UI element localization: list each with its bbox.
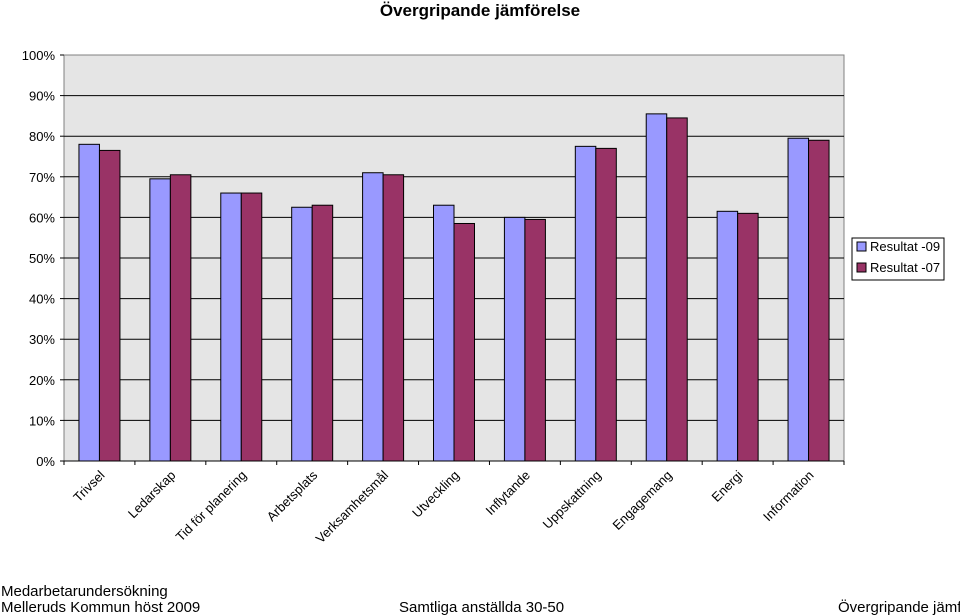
bar-chart: Övergripande jämförelse 0% 10% 20% 30% 40% 50… bbox=[22, 1, 945, 546]
legend-box bbox=[851, 237, 945, 281]
bar-resultat-09 bbox=[716, 210, 739, 462]
y-tick-label: 50% bbox=[29, 251, 55, 266]
bar-resultat-09 bbox=[433, 204, 455, 462]
bars bbox=[78, 113, 830, 462]
bar-resultat-07 bbox=[98, 149, 121, 462]
bar-resultat-09 bbox=[149, 178, 171, 462]
bar-resultat-09 bbox=[220, 192, 242, 462]
y-tick-label: 60% bbox=[29, 210, 55, 225]
bar-resultat-07 bbox=[595, 147, 617, 462]
bar-resultat-09 bbox=[645, 113, 668, 462]
chart-title: Övergripande jämförelse bbox=[380, 1, 580, 20]
legend: Resultat -09 Resultat -07 bbox=[851, 237, 945, 281]
y-tick-label: 100% bbox=[22, 48, 56, 63]
x-tick-label: Trivsel bbox=[70, 467, 107, 504]
footer-section: Övergripande jämf bbox=[838, 599, 960, 616]
bar-resultat-09 bbox=[78, 143, 100, 462]
bar-resultat-07 bbox=[524, 218, 546, 462]
legend-label-07: Resultat -07 bbox=[870, 260, 940, 275]
bar-resultat-09 bbox=[787, 137, 810, 462]
y-tick-label: 80% bbox=[29, 129, 55, 144]
bar-resultat-07 bbox=[240, 192, 263, 462]
x-tick-label: Tid för planering bbox=[173, 468, 250, 545]
x-tick-label: Arbetsplats bbox=[264, 467, 321, 524]
x-tick-label: Engagemang bbox=[610, 468, 675, 533]
footer-organization: Melleruds Kommun höst 2009 bbox=[1, 599, 201, 616]
y-tick-label: 20% bbox=[29, 373, 55, 388]
footer-group: Samtliga anställda 30-50 bbox=[399, 599, 565, 616]
y-tick-label: 10% bbox=[29, 413, 55, 428]
x-axis-ticks bbox=[63, 461, 845, 465]
y-tick-label: 30% bbox=[29, 332, 55, 347]
legend-label-09: Resultat -09 bbox=[870, 239, 940, 254]
x-tick-label: Energi bbox=[709, 467, 746, 504]
bar-resultat-07 bbox=[808, 139, 830, 462]
bar-resultat-07 bbox=[737, 212, 759, 462]
x-tick-label: Uppskattning bbox=[540, 468, 604, 532]
bar-resultat-07 bbox=[311, 204, 334, 462]
y-tick-label: 0% bbox=[36, 454, 55, 469]
y-tick-label: 70% bbox=[29, 170, 55, 185]
y-axis-tick-labels: 0% 10% 20% 30% 40% 50% 60% 70% 80% 90% 100% bbox=[22, 48, 56, 469]
x-tick-label: Verksamhetsmål bbox=[313, 467, 392, 546]
bar-resultat-07 bbox=[453, 222, 475, 462]
bar-resultat-09 bbox=[291, 206, 313, 462]
x-tick-label: Utveckling bbox=[409, 468, 462, 521]
footer-survey-name: Medarbetarundersökning bbox=[1, 583, 168, 600]
x-tick-label: Ledarskap bbox=[125, 468, 179, 522]
bar-resultat-09 bbox=[362, 172, 384, 462]
bar-resultat-07 bbox=[382, 174, 405, 462]
bar-resultat-07 bbox=[666, 117, 688, 462]
bar-resultat-07 bbox=[169, 174, 192, 462]
legend-swatch-09 bbox=[856, 241, 867, 252]
x-tick-label: Information bbox=[760, 468, 817, 525]
bar-resultat-09 bbox=[574, 145, 597, 462]
y-tick-label: 40% bbox=[29, 292, 55, 307]
legend-swatch-07 bbox=[856, 262, 867, 273]
y-tick-label: 90% bbox=[29, 89, 55, 104]
x-tick-label: Inflytande bbox=[483, 468, 533, 518]
bar-resultat-09 bbox=[503, 216, 526, 462]
